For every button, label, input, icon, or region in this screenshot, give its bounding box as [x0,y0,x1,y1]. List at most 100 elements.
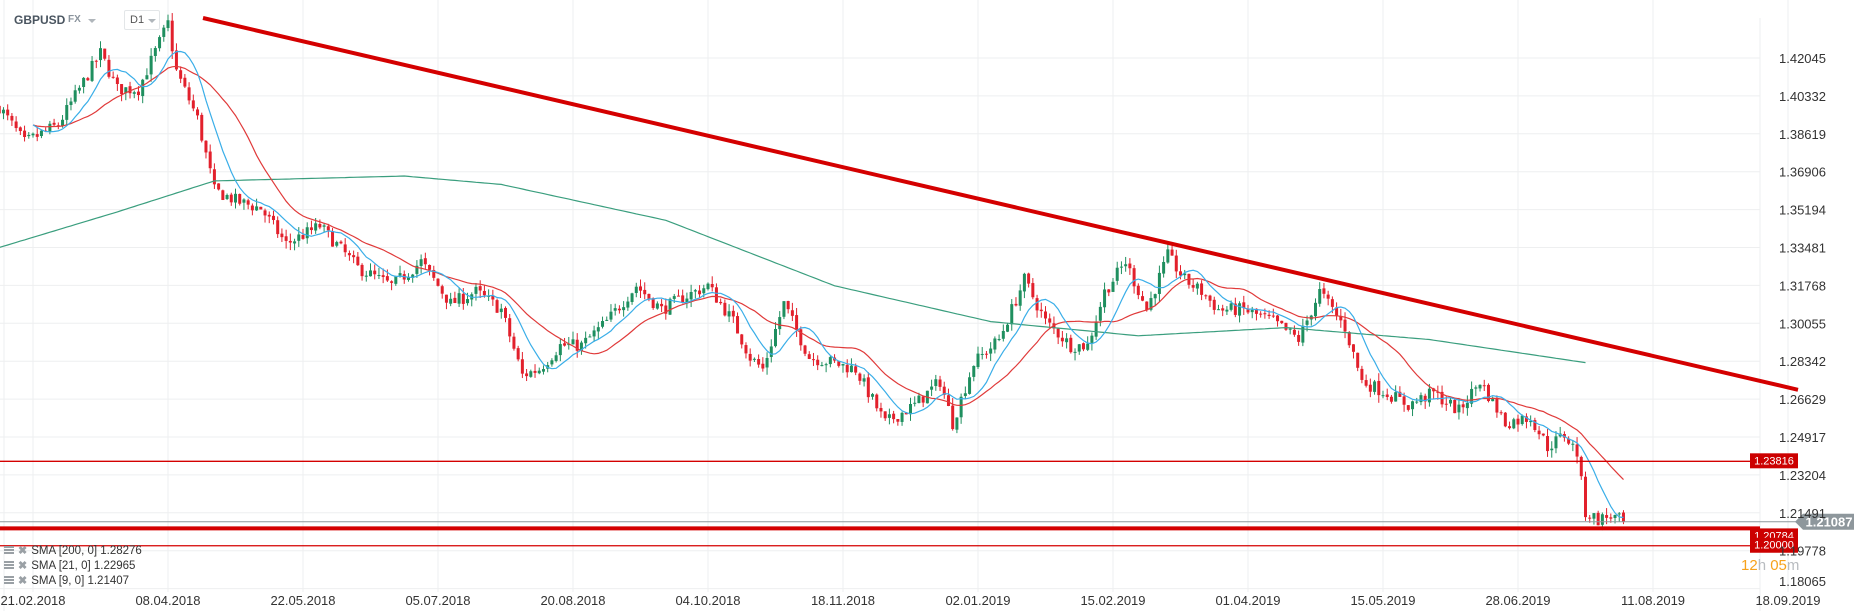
candle-up [972,365,976,377]
trendline [202,16,1799,392]
candle-down [1242,302,1246,309]
candle-up [1103,289,1107,308]
candle-down [1368,384,1372,392]
candle-up [1010,304,1014,325]
close-icon[interactable]: ✖ [18,575,28,587]
candle-down [1107,289,1111,293]
candle-up [689,291,693,300]
candle-down [432,269,436,278]
candle-down [951,405,955,430]
market-dropdown-icon[interactable] [88,19,96,23]
level-price-label: 1.20000 [1754,540,1794,552]
candle-down [681,295,685,303]
candle-down [875,394,879,409]
candle-up [1427,388,1431,403]
legend-sma21[interactable]: ✖ SMA [21, 0] 1.22965 [4,558,142,573]
candle-up [1529,420,1533,423]
candle-up [989,348,993,354]
candle-down [263,210,267,216]
candle-down [533,370,537,373]
candle-down [221,190,225,200]
candle-down [892,413,896,420]
market-label[interactable]: FX [68,14,81,25]
candle-down [845,364,849,373]
candle-down [731,310,735,317]
candle-up [1318,289,1322,304]
candle-up [1411,401,1415,410]
candle-up [158,37,162,49]
settings-icon[interactable] [4,561,14,570]
candle-down [10,115,14,121]
candle-down [174,50,178,70]
close-icon[interactable]: ✖ [18,545,28,557]
candle-up [1394,392,1398,402]
candle-down [284,236,288,241]
candle-down [318,224,322,228]
candle-up [1157,272,1161,294]
candle-up [77,87,81,91]
close-icon[interactable]: ✖ [18,560,28,572]
candle-down [1326,294,1330,299]
legend-sma200[interactable]: ✖ SMA [200, 0] 1.28276 [4,543,142,558]
candle-down [744,345,748,354]
candle-down [1170,249,1174,256]
candle-down [879,407,883,412]
symbol-name[interactable]: GBPUSD [14,13,66,27]
candle-up [613,308,617,311]
y-tick-label: 1.23204 [1779,468,1826,483]
x-tick-label: 22.05.2018 [270,593,335,608]
candle-up [27,134,31,137]
candle-up [765,357,769,368]
candle-up [997,339,1001,341]
candle-down [723,302,727,316]
candle-up [541,369,545,372]
candle-down [504,307,507,318]
candle-up [314,223,318,231]
candle-up [769,346,773,357]
candle-down [1179,271,1182,276]
y-tick-label: 1.30055 [1779,316,1826,331]
candle-down [508,318,512,337]
candle-up [419,259,423,266]
candle-down [676,295,680,297]
candle-up [449,298,453,304]
legend-sma9[interactable]: ✖ SMA [9, 0] 1.21407 [4,573,142,588]
legend-label: SMA [9, 0] 1.21407 [31,574,130,587]
candle-up [584,337,588,344]
candle-up [99,48,102,61]
candle-down [276,220,280,235]
candle-up [993,338,997,350]
candle-down [1524,416,1528,422]
candle-up [166,20,170,28]
candle-up [1512,419,1516,429]
candle-up [672,296,676,299]
candle-down [617,308,621,311]
candle-down [1575,444,1579,457]
candle-up [820,365,824,367]
settings-icon[interactable] [4,576,14,585]
candle-down [1212,299,1216,310]
candle-down [866,377,870,398]
settings-icon[interactable] [4,546,14,555]
candle-down [647,293,651,299]
candle-up [529,371,533,377]
candle-up [1381,395,1385,397]
candle-down [1389,396,1393,402]
candle-up [1018,290,1022,306]
candle-down [1014,303,1018,306]
candle-up [1166,249,1170,263]
candle-down [664,305,668,314]
candle-up [849,365,853,373]
timeframe-select[interactable]: D1 [124,10,160,30]
y-tick-label: 1.42045 [1779,51,1826,66]
candle-down [339,241,343,244]
candle-up [1098,306,1102,321]
candle-down [0,105,1,114]
candle-down [246,200,250,205]
candle-down [1377,380,1381,396]
sma21-line [32,65,1624,481]
candle-down [461,293,465,304]
candle-down [343,244,347,253]
